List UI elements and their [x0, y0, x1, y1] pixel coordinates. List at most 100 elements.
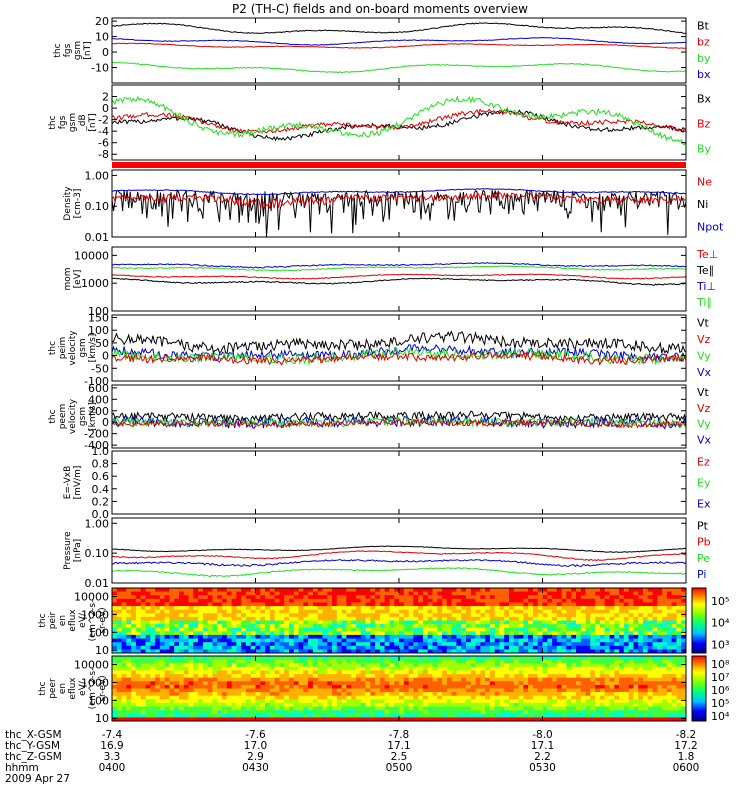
legend-Vz: Vz — [697, 333, 711, 346]
spectrogram-1-ytick-label-1: 1000 — [81, 608, 109, 621]
panel-2-ytick-label-1: 0 — [102, 102, 109, 115]
legend-Bx: Bx — [697, 93, 712, 106]
series-line-by — [111, 61, 687, 74]
panel-6-ytick-label-1: 400 — [88, 393, 109, 406]
panel-5-ytick-label-5: -100 — [84, 375, 109, 388]
panel-5-ytick-label-0: 150 — [88, 312, 109, 325]
colorbar-tick: 10⁴ — [711, 710, 730, 723]
colorbar-tick: 10⁶ — [711, 684, 730, 697]
panel-7-ytick-label-2: 0.6 — [92, 470, 110, 483]
xaxis-tick-label: -8.0 — [532, 729, 553, 741]
panel-5-ytick-label-2: 50 — [95, 337, 109, 350]
panel-7-ytick-label-0: 1.0 — [92, 445, 110, 458]
panel-6-ylabel: thcpeemvelocitygsm[km/s] — [48, 398, 98, 434]
panel-2-ytick-label-5: -8 — [98, 148, 109, 161]
legend-Ey: Ey — [697, 477, 711, 490]
panel-5-ytick-label-4: -50 — [91, 362, 109, 375]
panel-frame — [111, 450, 687, 515]
xaxis-row-label: thc_X-GSM — [5, 729, 62, 741]
legend-By: By — [697, 143, 712, 156]
spectrogram-1-ytick-label-3: 10 — [95, 644, 109, 657]
panel-4-ytick-label-1: 1000 — [81, 277, 109, 290]
legend-by: by — [697, 52, 711, 65]
legend-Vz: Vz — [697, 402, 711, 415]
legend-Vy: Vy — [697, 418, 711, 431]
panel-3-ylabel: Density[cm-3] — [63, 186, 83, 221]
legend-Pb: Pb — [697, 536, 711, 549]
panel-6-ytick-label-2: 200 — [88, 405, 109, 418]
series-line-Npot — [111, 188, 687, 196]
legend-Pe: Pe — [697, 552, 710, 565]
panel-8-ytick-label-1: 0.10 — [85, 547, 110, 560]
xaxis-tick-label: 0530 — [529, 762, 556, 774]
series-line-bx — [112, 37, 687, 46]
series-line-Ti∥ — [112, 265, 687, 272]
legend-Vt: Vt — [697, 386, 710, 399]
xaxis-tick-label: -7.6 — [245, 729, 266, 741]
xaxis-tick-label: -7.4 — [102, 729, 123, 741]
series-line-Bz — [111, 108, 687, 135]
panel-1-ytick-label-1: 10 — [95, 31, 109, 44]
panel-7: 1.00.80.60.40.20.0 E=-VxB[mV/m] Ez Ey Ex — [63, 445, 711, 521]
panel-8-ytick-label-2: 0.01 — [85, 577, 110, 590]
flag-bar — [112, 162, 686, 168]
panel-8-ytick-label-0: 1.00 — [85, 517, 110, 530]
panel-7-ytick-label-1: 0.8 — [92, 458, 110, 471]
legend-Bz: Bz — [697, 118, 711, 131]
panel-5-ytick-label-3: 0 — [102, 350, 109, 363]
legend-Pt: Pt — [697, 519, 709, 532]
series-line-Pt — [111, 545, 686, 553]
panel-7-ylabel: E=-VxB[mV/m] — [63, 466, 83, 500]
panel-4-ylabel: mom[eV] — [63, 267, 83, 290]
panel-2-ytick-label-3: -4 — [98, 125, 109, 138]
colorbar-tick: 10⁵ — [711, 697, 729, 710]
legend-Te⊥: Te⊥ — [696, 248, 718, 261]
colorbar — [691, 587, 707, 654]
chart-title: P2 (TH-C) fields and on-board moments ov… — [232, 2, 528, 16]
legend-Vx: Vx — [697, 366, 712, 379]
spectrogram-2-ytick-label-0: 10000 — [74, 659, 109, 672]
series-line-Pe — [111, 567, 687, 578]
xaxis-tick-label: 1.8 — [678, 751, 695, 763]
series-line-Pb — [112, 550, 687, 562]
xaxis-row-label: hhmm — [5, 762, 39, 774]
panel-7-ytick-label-4: 0.2 — [92, 495, 110, 508]
panel-2-ytick-label-2: -2 — [98, 114, 109, 127]
panel-2-ylabel: thcfgsgsm_dB[nT] — [48, 113, 98, 132]
legend-Bt: Bt — [697, 19, 710, 32]
series-line-Vt — [111, 330, 687, 355]
series-line-Te⊥ — [111, 273, 687, 280]
panel-5-ylabel: thcpeimvelocitygsm[km/s] — [48, 330, 98, 366]
xaxis-tick-label: 3.3 — [104, 751, 121, 763]
panel-4: 10000 1000 100 mom[eV] Te⊥ Te∥ Ti⊥ Ti∥ — [63, 246, 718, 318]
legend-Ez: Ez — [697, 456, 710, 469]
spectrogram-2-ytick-label-3: 10 — [95, 712, 109, 725]
spectrogram-1-ylabel: thcpeirenefluxeV/(cm^2-s-sr-eV) — [38, 600, 108, 642]
series-line-Vz — [111, 350, 687, 366]
legend-Vt: Vt — [697, 317, 710, 330]
xaxis-tick-label: 2.9 — [247, 751, 264, 763]
xaxis-tick-label: 17.0 — [244, 740, 267, 752]
series-line-Ne — [111, 191, 687, 210]
panel-6-ytick-label-4: -200 — [84, 428, 109, 441]
xaxis-tick-label: 17.2 — [674, 740, 697, 752]
panel-frame — [111, 384, 687, 449]
xaxis-tick-label: 0400 — [99, 762, 126, 774]
series-line-Vt — [111, 410, 687, 424]
panel-7-ytick-label-3: 0.4 — [92, 483, 110, 496]
panel-1-ytick-label-3: -10 — [91, 62, 109, 75]
spectrogram-2-ytick-label-1: 1000 — [81, 676, 109, 689]
panel-5-ytick-label-1: 100 — [88, 324, 109, 337]
colorbar-tick: 10⁸ — [711, 658, 730, 671]
xaxis-tick-label: 17.1 — [387, 740, 410, 752]
legend-Vx: Vx — [697, 433, 712, 446]
xaxis-tick-label: 17.1 — [531, 740, 554, 752]
panel-8-ylabel: Pressure[nPa] — [63, 531, 83, 570]
legend-Ti∥: Ti∥ — [696, 296, 712, 309]
panel-4-ytick-label-0: 10000 — [74, 249, 109, 262]
legend-Ni: Ni — [697, 198, 708, 211]
